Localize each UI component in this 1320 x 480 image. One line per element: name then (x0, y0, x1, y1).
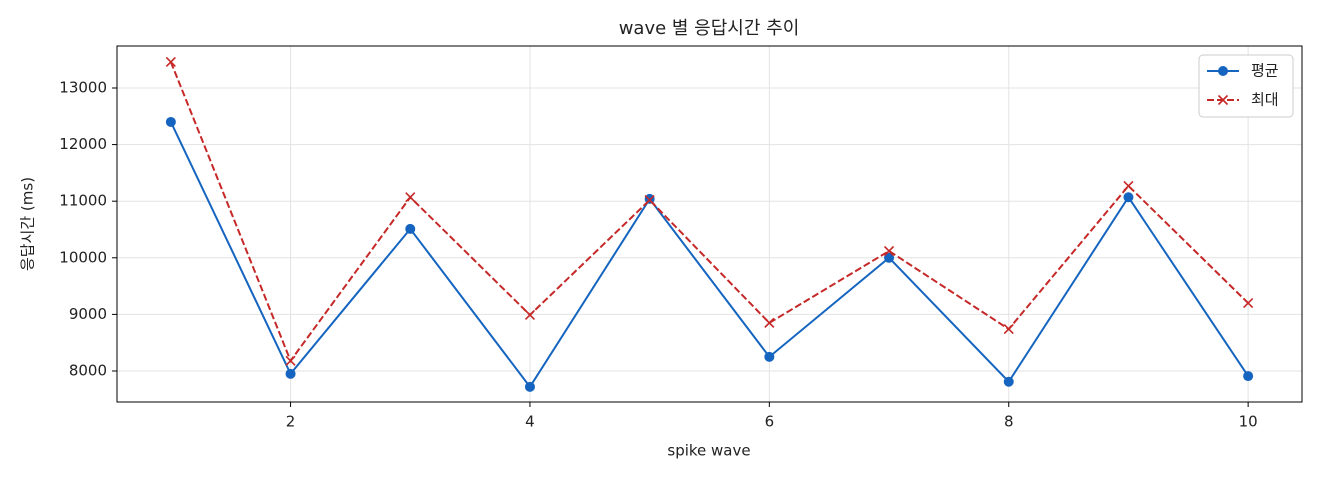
series-line (169, 61, 1249, 363)
marker (1123, 192, 1134, 203)
y-axis-label: 응답시간 (ms) (19, 177, 37, 271)
marker (1003, 376, 1014, 387)
marker (764, 317, 775, 328)
x-axis-label: spike wave (667, 442, 750, 460)
legend-marker (1218, 66, 1228, 76)
marker (1003, 324, 1014, 335)
y-tick-label: 13000 (59, 78, 107, 96)
marker (1243, 298, 1254, 309)
y-tick-label: 11000 (59, 192, 107, 210)
x-tick-label: 8 (1004, 413, 1014, 431)
marker (165, 116, 176, 127)
marker (1123, 180, 1134, 191)
series-line (169, 121, 1249, 389)
x-tick-label: 4 (525, 413, 535, 431)
marker (524, 381, 535, 392)
y-tick-label: 12000 (59, 135, 107, 153)
marker (883, 245, 895, 257)
legend-label: 평균 (1251, 62, 1279, 80)
marker (644, 194, 655, 206)
plot-frame (116, 45, 1303, 403)
x-tick-label: 2 (286, 413, 296, 431)
legend-marker (1217, 94, 1229, 106)
legend-box (1198, 54, 1294, 118)
marker (405, 192, 416, 203)
x-tick-label: 6 (765, 413, 775, 431)
marker (285, 368, 296, 379)
marker (165, 56, 176, 68)
y-tick-label: 10000 (59, 248, 107, 266)
marker (524, 309, 536, 321)
y-tick-label: 9000 (69, 305, 107, 323)
legend-label: 최대 (1251, 91, 1279, 109)
marker (764, 351, 775, 362)
marker (1243, 371, 1254, 382)
y-tick-label: 8000 (69, 361, 107, 379)
chart-title: wave 별 응답시간 추이 (619, 18, 800, 39)
marker (405, 223, 416, 234)
x-tick-label: 10 (1239, 413, 1258, 431)
marker (884, 252, 895, 263)
marker (285, 355, 296, 366)
